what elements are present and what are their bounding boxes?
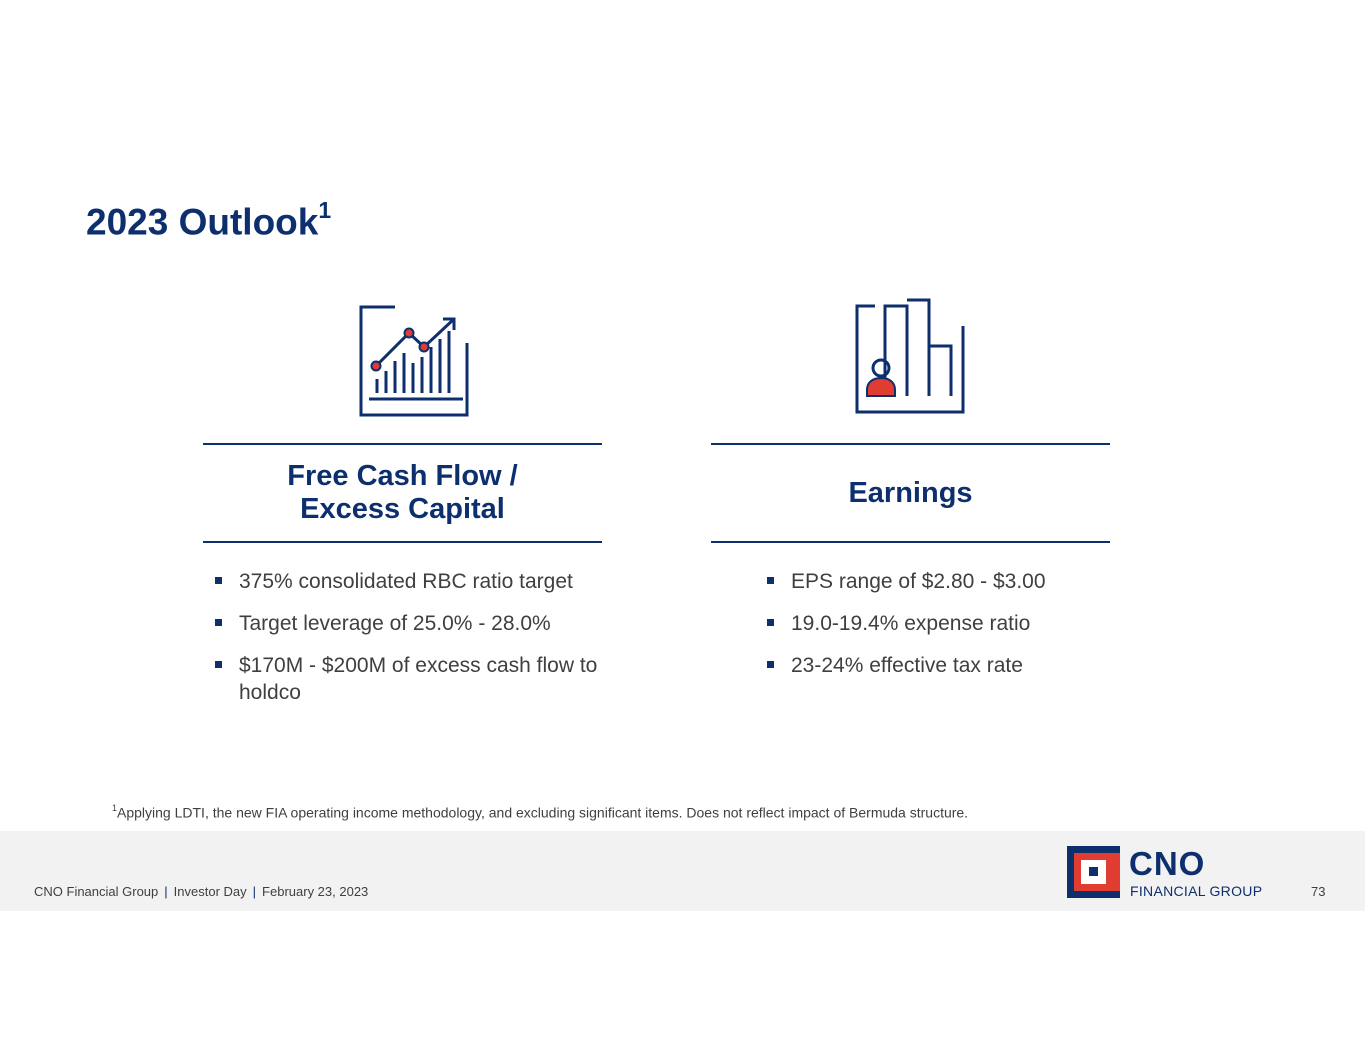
footer-separator: | (252, 884, 257, 899)
footer-date: February 23, 2023 (262, 884, 369, 899)
slide-title: 2023 Outlook1 (86, 197, 332, 243)
footnote: 1Applying LDTI, the new FIA operating in… (112, 803, 969, 821)
bullet-item: 19.0-19.4% expense ratio (767, 610, 1127, 637)
bullet-square-icon (767, 577, 774, 584)
cno-logo: CNO FINANCIAL GROUP (1067, 846, 1277, 900)
cno-logo-mark-icon (1067, 846, 1120, 898)
bullet-item: 23-24% effective tax rate (767, 652, 1127, 679)
bullet-text: 375% consolidated RBC ratio target (239, 570, 573, 593)
bullet-text: 19.0-19.4% expense ratio (791, 612, 1031, 635)
earnings-bullets: EPS range of $2.80 - $3.00 19.0-19.4% ex… (767, 568, 1127, 694)
earnings-heading-box: Earnings (711, 443, 1110, 543)
bullet-square-icon (215, 577, 222, 584)
bullet-text: 23-24% effective tax rate (791, 654, 1023, 677)
footer-event: Investor Day (173, 884, 247, 899)
heading-line-2: Excess Capital (300, 493, 505, 525)
growth-chart-icon (357, 303, 471, 419)
earnings-heading: Earnings (848, 476, 973, 509)
footer-bar: CNO Financial Group | Investor Day | Februar… (0, 831, 1365, 911)
footer-text: CNO Financial Group | Investor Day | Februar… (34, 884, 368, 899)
footer-separator: | (164, 884, 168, 899)
bullet-item: 375% consolidated RBC ratio target (215, 568, 615, 595)
page-number: 73 (1311, 884, 1326, 899)
bullet-square-icon (215, 619, 222, 626)
bullet-text: $170M - $200M of excess cash flow to hol… (239, 654, 598, 704)
bullet-square-icon (767, 661, 774, 668)
free-cash-flow-column: Free Cash Flow / Excess Capital (203, 443, 602, 543)
footnote-mark: 1 (112, 803, 118, 813)
slide-title-text: 2023 Outlook (86, 201, 319, 243)
bullet-square-icon (215, 661, 222, 668)
footnote-text: Applying LDTI, the new FIA operating inc… (117, 804, 969, 821)
footer-company: CNO Financial Group (34, 884, 159, 899)
heading-line-1: Free Cash Flow / (287, 460, 518, 492)
bullet-item: $170M - $200M of excess cash flow to hol… (215, 652, 615, 706)
bullet-text: EPS range of $2.80 - $3.00 (791, 570, 1046, 593)
logo-main-text: CNO (1129, 845, 1206, 882)
free-cash-flow-heading-box: Free Cash Flow / Excess Capital (203, 443, 602, 543)
free-cash-flow-heading: Free Cash Flow / Excess Capital (287, 460, 517, 526)
free-cash-flow-bullets: 375% consolidated RBC ratio target Targe… (215, 568, 615, 721)
earnings-column: Earnings (711, 443, 1110, 543)
bullet-text: Target leverage of 25.0% - 28.0% (239, 612, 551, 635)
bullet-square-icon (767, 619, 774, 626)
title-footnote-mark: 1 (318, 197, 332, 223)
bullet-item: Target leverage of 25.0% - 28.0% (215, 610, 615, 637)
person-bar-chart-icon (853, 296, 967, 416)
logo-sub-text: FINANCIAL GROUP (1130, 883, 1263, 899)
bullet-item: EPS range of $2.80 - $3.00 (767, 568, 1127, 595)
